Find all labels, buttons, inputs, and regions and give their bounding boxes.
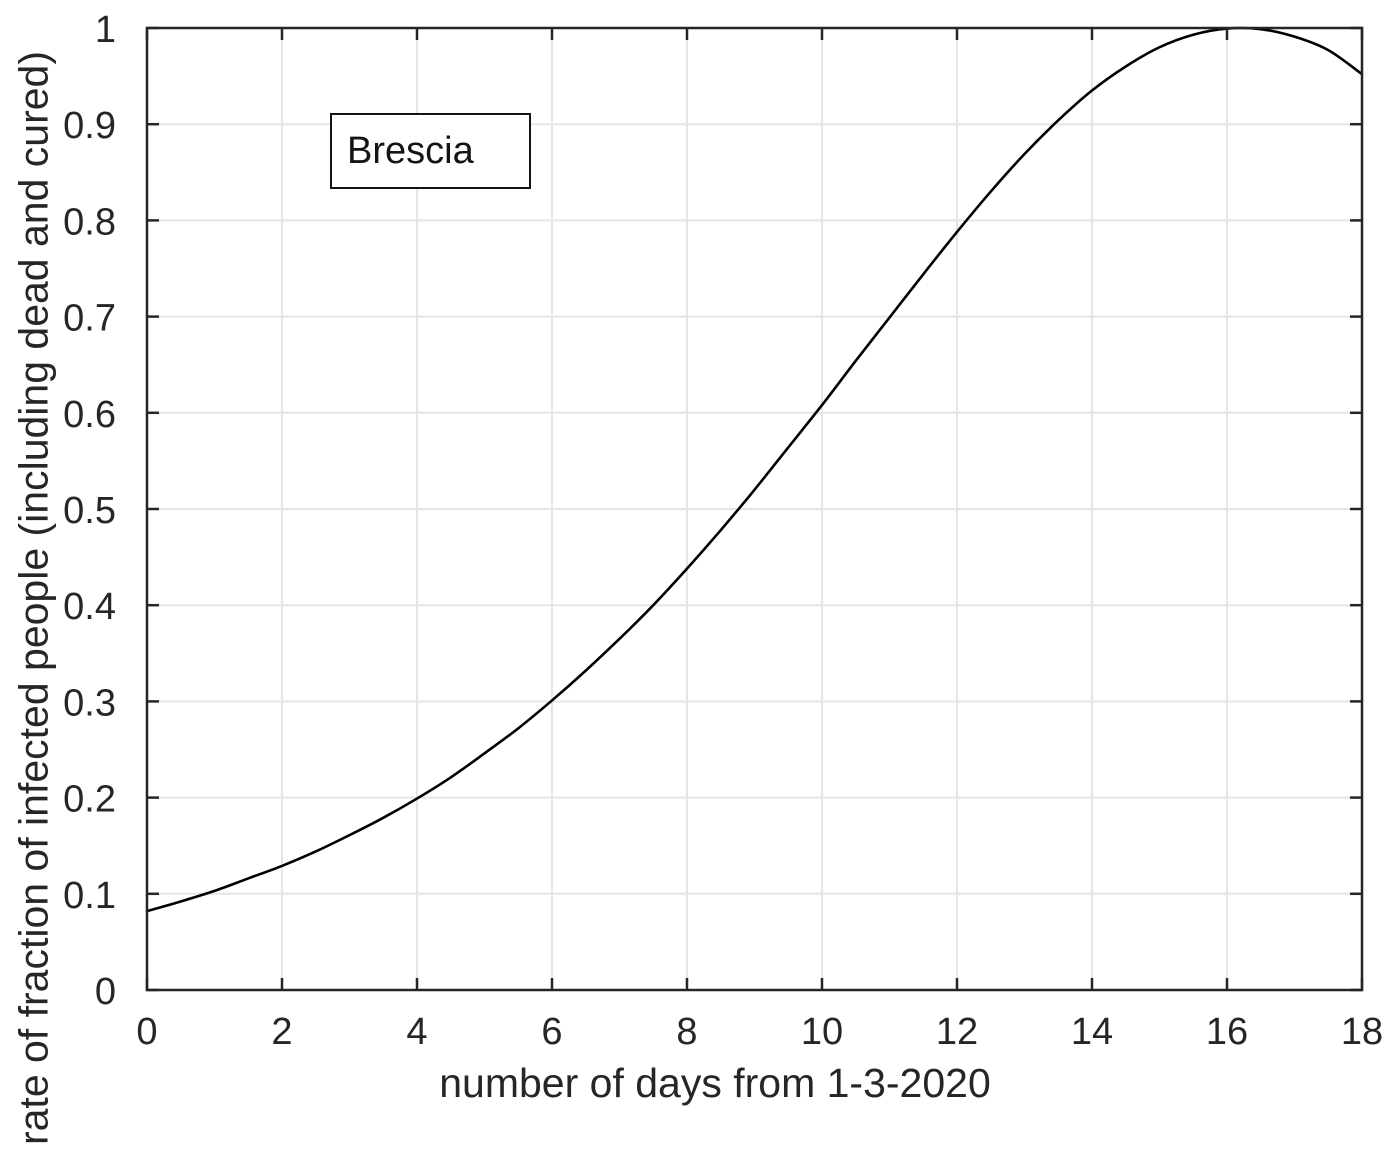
x-tick-label: 12 xyxy=(936,1011,978,1053)
y-tick-label: 0 xyxy=(95,971,116,1013)
y-tick-label: 0.5 xyxy=(63,490,116,532)
x-tick-label: 16 xyxy=(1206,1011,1248,1053)
x-tick-label: 4 xyxy=(406,1011,427,1053)
y-tick-label: 0.7 xyxy=(63,298,116,340)
y-tick-label: 0.3 xyxy=(63,682,116,724)
legend-series-label: Brescia xyxy=(347,129,474,172)
y-tick-label: 0.9 xyxy=(63,105,116,147)
x-axis-label: number of days from 1-3-2020 xyxy=(439,1060,991,1106)
legend-box: Brescia xyxy=(330,113,531,189)
x-tick-label: 0 xyxy=(136,1011,157,1053)
x-tick-label: 14 xyxy=(1071,1011,1113,1053)
y-tick-label: 0.1 xyxy=(63,875,116,917)
x-tick-label: 18 xyxy=(1341,1011,1383,1053)
y-tick-label: 1 xyxy=(95,9,116,51)
x-tick-label: 10 xyxy=(801,1011,843,1053)
data-curve xyxy=(145,26,1364,913)
y-tick-label: 0.2 xyxy=(63,779,116,821)
x-tick-label: 2 xyxy=(271,1011,292,1053)
y-tick-label: 0.8 xyxy=(63,201,116,243)
x-tick-label: 8 xyxy=(676,1011,697,1053)
x-tick-label: 6 xyxy=(541,1011,562,1053)
y-axis-label: rate of fraction of infected people (inc… xyxy=(10,50,57,1146)
y-tick-label: 0.4 xyxy=(63,586,116,628)
y-tick-label: 0.6 xyxy=(63,394,116,436)
